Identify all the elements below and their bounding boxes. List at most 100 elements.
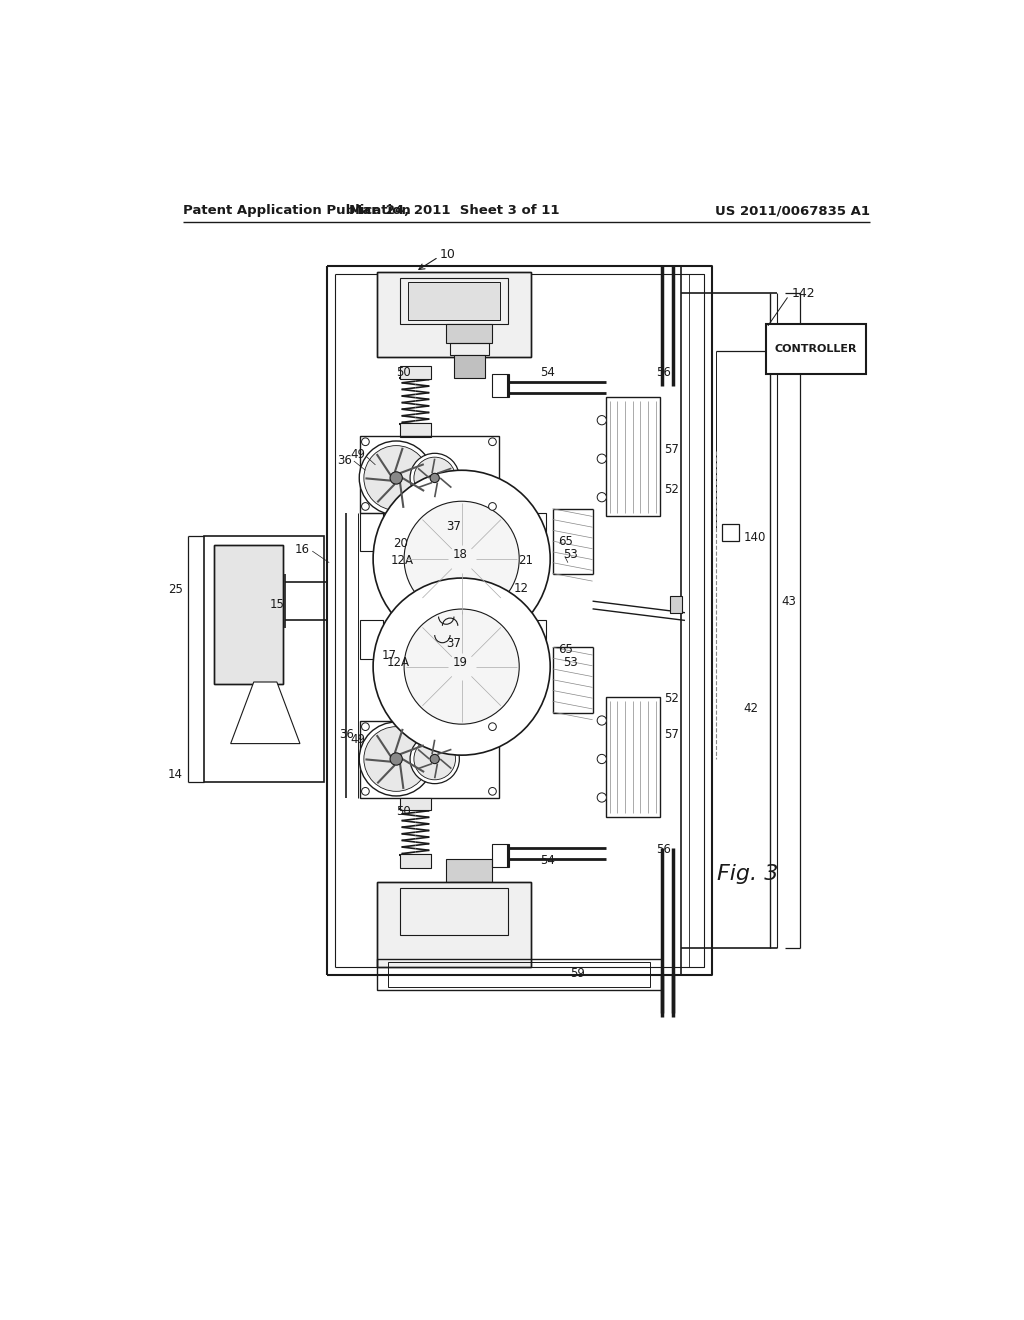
Bar	[214, 545, 283, 684]
Text: 15: 15	[269, 598, 285, 611]
Circle shape	[361, 788, 370, 795]
Text: 54: 54	[541, 366, 555, 379]
Bar	[606, 697, 660, 817]
Text: 142: 142	[792, 286, 815, 300]
Text: 12: 12	[514, 582, 529, 594]
Bar	[681, 267, 712, 974]
Bar	[400, 888, 508, 935]
Circle shape	[410, 734, 460, 784]
Circle shape	[414, 738, 456, 780]
Bar	[400, 277, 508, 323]
Text: 59: 59	[569, 966, 585, 979]
Bar	[454, 355, 484, 378]
Bar	[523, 620, 547, 659]
Circle shape	[390, 471, 402, 484]
Circle shape	[373, 470, 550, 647]
Text: 14: 14	[168, 768, 183, 781]
Circle shape	[488, 723, 497, 730]
Bar	[493, 374, 509, 397]
Bar	[670, 595, 682, 612]
Text: 12A: 12A	[391, 554, 414, 566]
Text: 140: 140	[743, 531, 766, 544]
Circle shape	[404, 609, 519, 725]
Bar	[400, 854, 431, 869]
Text: CONTROLLER: CONTROLLER	[774, 345, 857, 354]
Text: 52: 52	[665, 693, 679, 705]
Text: 17: 17	[382, 649, 397, 663]
Circle shape	[361, 723, 370, 730]
Circle shape	[404, 502, 519, 616]
Text: 53: 53	[563, 656, 579, 669]
Bar	[377, 882, 531, 966]
Text: 49: 49	[350, 449, 366, 462]
Text: 50: 50	[396, 366, 412, 379]
Text: 65: 65	[558, 643, 572, 656]
Circle shape	[488, 788, 497, 795]
Text: 42: 42	[743, 702, 759, 715]
Circle shape	[430, 474, 439, 483]
Circle shape	[430, 755, 439, 763]
Text: 52: 52	[665, 483, 679, 496]
Bar	[722, 524, 739, 541]
Circle shape	[390, 752, 402, 766]
Bar	[214, 545, 283, 684]
Text: 37: 37	[446, 520, 462, 533]
Circle shape	[364, 726, 429, 792]
Circle shape	[597, 454, 606, 463]
Text: 43: 43	[781, 594, 796, 607]
Text: 25: 25	[168, 583, 183, 597]
Text: 19: 19	[453, 656, 467, 669]
Bar	[400, 424, 431, 437]
Bar	[451, 882, 488, 894]
Text: 10: 10	[440, 248, 456, 261]
Circle shape	[597, 715, 606, 725]
Circle shape	[410, 453, 460, 503]
Bar	[205, 536, 324, 781]
Text: 12A: 12A	[386, 656, 410, 669]
Text: 21: 21	[518, 554, 532, 566]
Circle shape	[359, 441, 433, 515]
Text: 20: 20	[393, 537, 408, 550]
Text: Patent Application Publication: Patent Application Publication	[183, 205, 411, 218]
Bar	[377, 272, 531, 358]
Circle shape	[597, 416, 606, 425]
Bar	[388, 962, 649, 987]
Polygon shape	[230, 682, 300, 743]
Bar	[400, 367, 431, 379]
Bar	[689, 275, 705, 966]
Text: 54: 54	[541, 854, 555, 867]
Bar	[451, 343, 488, 355]
Text: Fig. 3: Fig. 3	[717, 865, 778, 884]
Text: US 2011/0067835 A1: US 2011/0067835 A1	[715, 205, 869, 218]
Circle shape	[361, 503, 370, 511]
Bar	[446, 859, 493, 882]
Bar	[360, 436, 499, 512]
Text: 36: 36	[338, 454, 352, 467]
Bar	[606, 397, 660, 516]
Text: Mar. 24, 2011  Sheet 3 of 11: Mar. 24, 2011 Sheet 3 of 11	[349, 205, 559, 218]
Text: 37: 37	[446, 638, 462, 649]
Text: 50: 50	[396, 805, 412, 818]
Text: 53: 53	[563, 548, 579, 561]
Text: 65: 65	[558, 536, 572, 548]
Bar	[377, 882, 531, 966]
Bar	[377, 272, 531, 358]
Circle shape	[414, 457, 456, 499]
Circle shape	[597, 793, 606, 803]
Text: 18: 18	[453, 548, 467, 561]
Bar	[400, 797, 431, 810]
Bar	[360, 512, 383, 552]
Bar	[360, 721, 499, 797]
Circle shape	[488, 503, 497, 511]
Text: 57: 57	[665, 727, 679, 741]
Bar	[377, 960, 662, 990]
Circle shape	[359, 722, 433, 796]
Circle shape	[597, 755, 606, 763]
Text: 56: 56	[655, 366, 671, 379]
Text: 49: 49	[350, 733, 366, 746]
Bar	[523, 512, 547, 552]
Text: 56: 56	[655, 843, 671, 857]
Circle shape	[597, 492, 606, 502]
Bar	[408, 281, 500, 321]
Bar	[360, 620, 383, 659]
